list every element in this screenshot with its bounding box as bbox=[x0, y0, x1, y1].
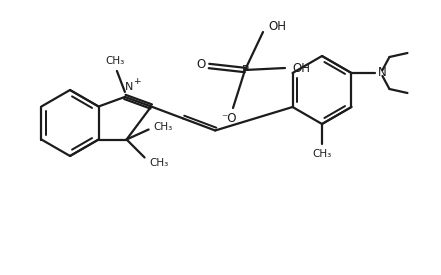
Text: N: N bbox=[125, 82, 133, 92]
Text: N: N bbox=[377, 65, 386, 78]
Text: P: P bbox=[242, 64, 248, 76]
Text: +: + bbox=[133, 78, 141, 86]
Text: CH₃: CH₃ bbox=[312, 149, 332, 159]
Text: ⁻O: ⁻O bbox=[221, 112, 237, 125]
Text: CH₃: CH₃ bbox=[153, 122, 172, 133]
Text: OH: OH bbox=[292, 62, 310, 75]
Text: CH₃: CH₃ bbox=[105, 56, 124, 66]
Text: O: O bbox=[196, 59, 206, 72]
Text: CH₃: CH₃ bbox=[149, 158, 168, 167]
Text: OH: OH bbox=[268, 20, 286, 32]
